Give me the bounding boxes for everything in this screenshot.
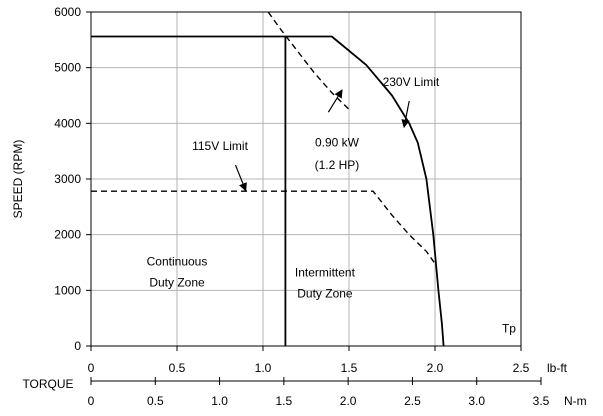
- x-tick-label-nm: 0.5: [147, 394, 164, 408]
- x-axis-title: TORQUE: [22, 377, 73, 391]
- x-tick-label-lbft: 1.0: [255, 361, 272, 375]
- y-tick-label: 0: [74, 339, 81, 353]
- arrows-layer: [234, 89, 410, 192]
- y-tick-label: 1000: [54, 283, 81, 297]
- annotation-label: Continuous: [147, 254, 208, 268]
- x-tick-label-lbft: 0: [88, 361, 95, 375]
- annotation-label: 0.90 kW: [315, 136, 360, 150]
- x-tick-label-nm: 1.0: [211, 394, 228, 408]
- y-tick-label: 5000: [54, 61, 81, 75]
- grid: [91, 12, 521, 346]
- x-tick-label-nm: 1.5: [276, 394, 293, 408]
- annotations-layer: 230V Limit 115V Limit 0.90 kW (1.2 HP) Conti…: [147, 75, 517, 336]
- x-axis-nm: 0 0.5 1.0 1.5 2.0 2.5 3.0 3.5: [88, 377, 550, 408]
- annotation-label: Duty Zone: [297, 287, 353, 301]
- annotation-label: Tp: [502, 322, 516, 336]
- annotation-arrow: [234, 164, 247, 192]
- x-axis-lbft: 0 0.5 1.0 1.5 2.0 2.5: [88, 346, 530, 375]
- y-axis-title: SPEED (RPM): [11, 140, 25, 219]
- y-axis: 0 1000 2000 3000 4000 5000 6000: [54, 5, 91, 353]
- x-axis-unit-lbft: lb-ft: [547, 361, 568, 375]
- y-tick-label: 3000: [54, 172, 81, 186]
- x-tick-label-nm: 0: [88, 394, 95, 408]
- y-tick-label: 6000: [54, 5, 81, 19]
- annotation-label: Duty Zone: [149, 275, 205, 289]
- y-tick-label: 2000: [54, 228, 81, 242]
- annotation-arrow: [327, 89, 343, 113]
- x-tick-label-lbft: 1.5: [341, 361, 358, 375]
- series-0-90-kw-1-2-hp: [267, 11, 350, 110]
- x-tick-label-lbft: 2.5: [513, 361, 530, 375]
- x-tick-label-nm: 2.0: [340, 394, 357, 408]
- x-tick-label-nm: 2.5: [404, 394, 421, 408]
- annotation-arrow: [401, 100, 410, 129]
- y-tick-label: 4000: [54, 116, 81, 130]
- annotation-label: 115V Limit: [192, 139, 248, 153]
- annotation-label: (1.2 HP): [315, 158, 360, 172]
- annotation-label: Intermittent: [295, 265, 356, 279]
- x-tick-label-nm: 3.0: [468, 394, 485, 408]
- series-115v-limit: [91, 190, 436, 265]
- x-tick-label-lbft: 2.0: [427, 361, 444, 375]
- annotation-label: 230V Limit: [383, 75, 440, 89]
- x-tick-label-lbft: 0.5: [169, 361, 186, 375]
- series-layer: [91, 11, 445, 347]
- x-axis-unit-nm: N-m: [564, 394, 587, 408]
- x-tick-label-nm: 3.5: [533, 394, 550, 408]
- series-230v-limit: [91, 35, 445, 347]
